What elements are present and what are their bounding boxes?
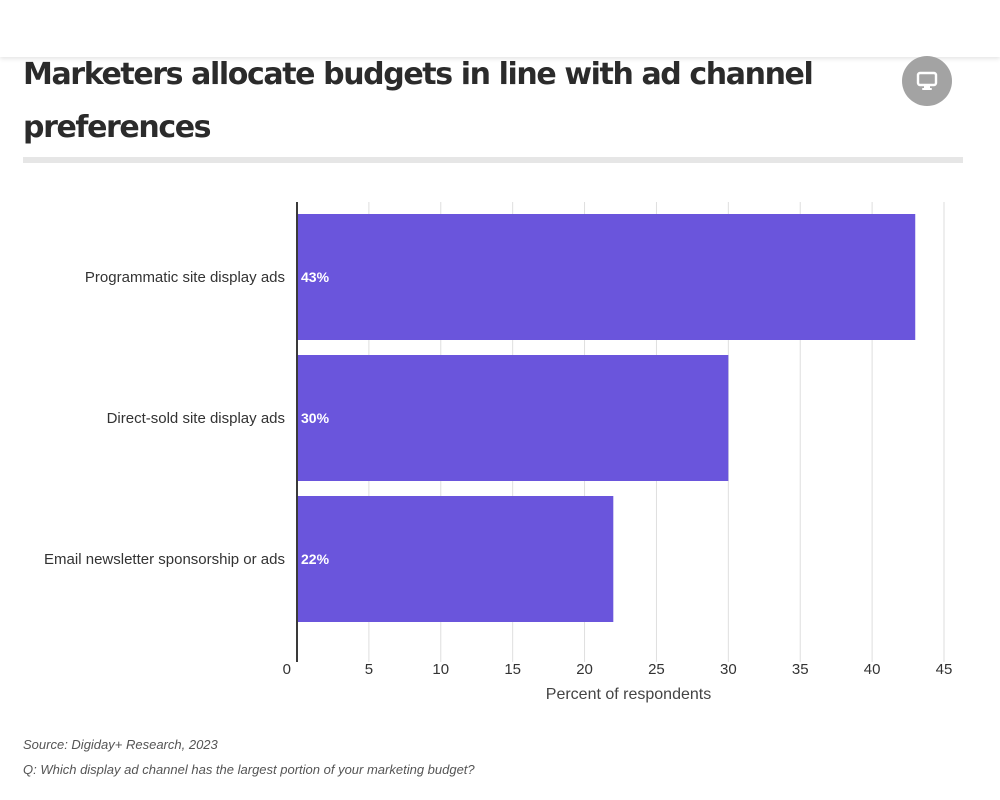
monitor-icon xyxy=(916,71,938,90)
x-tick-label: 25 xyxy=(648,661,665,678)
labels: 0 5 10 15 20 25 30 35 40 45 Programmatic site disp… xyxy=(44,269,952,678)
chart-title: Marketers allocate budgets in line with … xyxy=(23,57,814,145)
x-tick-label: 0 xyxy=(283,661,291,678)
bar xyxy=(297,214,916,340)
x-tick-label: 45 xyxy=(936,661,953,678)
x-tick-label: 10 xyxy=(432,661,449,678)
bar xyxy=(297,355,729,481)
survey-question: Q: Which display ad channel has the larg… xyxy=(23,762,475,777)
data-label: 22% xyxy=(301,551,330,567)
category-label: Email newsletter sponsorship or ads xyxy=(44,551,285,568)
x-tick-label: 5 xyxy=(365,661,373,678)
category-label: Programmatic site display ads xyxy=(85,269,285,286)
data-label: 43% xyxy=(301,269,330,285)
category-label: Direct-sold site display ads xyxy=(107,410,285,427)
x-axis-title: Percent of respondents xyxy=(546,686,711,703)
data-label: 30% xyxy=(301,410,330,426)
x-tick-label: 30 xyxy=(720,661,737,678)
x-tick-label: 40 xyxy=(864,661,881,678)
bar-chart: 0 5 10 15 20 25 30 35 40 45 Programmatic site disp… xyxy=(44,202,952,703)
source-note: Source: Digiday+ Research, 2023 xyxy=(23,737,218,752)
title-divider xyxy=(23,157,963,163)
bar xyxy=(297,496,614,622)
x-tick-label: 20 xyxy=(576,661,593,678)
top-bar xyxy=(0,0,1000,57)
x-tick-label: 35 xyxy=(792,661,809,678)
x-tick-label: 15 xyxy=(504,661,521,678)
display-toggle-button[interactable] xyxy=(902,56,952,106)
bars xyxy=(297,214,916,622)
